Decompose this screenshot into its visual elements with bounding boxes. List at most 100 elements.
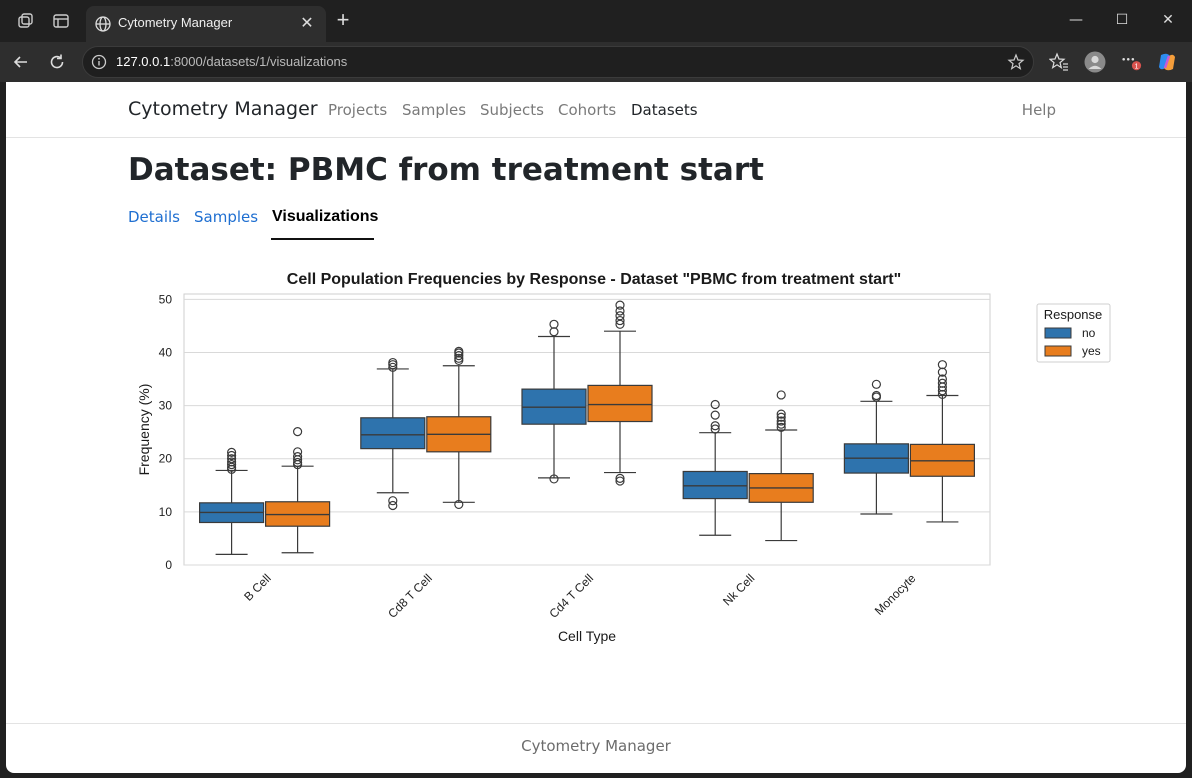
reload-icon[interactable]	[46, 51, 68, 73]
globe-icon	[95, 16, 111, 32]
x-tick-label: B Cell	[241, 571, 274, 604]
outlier-point	[710, 424, 720, 434]
outlier-point	[388, 496, 398, 506]
outlier-point	[549, 319, 559, 329]
outlier-point	[226, 454, 237, 464]
tab-visualizations[interactable]: Visualizations	[272, 208, 379, 225]
tab-title: Cytometry Manager	[118, 15, 233, 30]
page-title: Dataset: PBMC from treatment start	[128, 152, 764, 188]
outlier-point	[776, 422, 786, 432]
outlier-point	[293, 452, 303, 462]
outlier-point	[937, 360, 948, 370]
outlier-point	[549, 474, 559, 484]
nav-link-help[interactable]: Help	[1021, 101, 1056, 119]
vertical-tabs-icon[interactable]	[50, 10, 72, 32]
legend-label-no: no	[1082, 326, 1096, 340]
outlier-point	[615, 473, 625, 483]
box-no	[682, 470, 748, 500]
favorite-star-icon[interactable]	[1007, 53, 1025, 71]
outlier-point	[226, 457, 237, 467]
outlier-point	[388, 357, 398, 368]
browser-tab[interactable]: Cytometry Manager ✕	[86, 6, 326, 42]
profile-avatar-icon[interactable]	[1084, 51, 1106, 73]
page-viewport: Cytometry Manager Projects Samples Subje…	[6, 82, 1186, 773]
close-window-icon[interactable]: ✕	[1162, 12, 1174, 28]
outlier-point	[710, 399, 720, 410]
legend-swatch-yes	[1044, 345, 1072, 357]
outlier-point	[776, 412, 786, 422]
chart-title: Cell Population Frequencies by Response …	[287, 271, 901, 288]
maximize-icon[interactable]: ☐	[1115, 12, 1129, 28]
outlier-point	[615, 476, 625, 486]
outlier-point	[293, 457, 303, 468]
outlier-point	[776, 409, 786, 419]
more-options-icon[interactable]: 1	[1120, 51, 1142, 73]
outlier-point	[454, 346, 464, 356]
x-axis-label: Cell Type	[558, 628, 616, 644]
outlier-point	[710, 410, 720, 420]
y-tick-label: 0	[165, 558, 172, 572]
tab-samples[interactable]: Samples	[194, 208, 259, 226]
outlier-point	[871, 390, 882, 401]
outlier-point	[615, 311, 625, 321]
outlier-point	[454, 353, 464, 363]
site-info-icon[interactable]	[91, 54, 107, 70]
back-icon[interactable]	[10, 51, 32, 73]
outlier-point	[615, 300, 625, 310]
outlier-point	[937, 378, 948, 388]
outlier-point	[776, 419, 786, 429]
legend-title: Response	[1044, 307, 1103, 322]
box-no	[360, 417, 426, 450]
notification-badge: 1	[1134, 61, 1138, 70]
legend-label-yes: yes	[1082, 344, 1101, 358]
copilot-icon[interactable]	[1156, 51, 1178, 73]
address-bar[interactable]: 127.0.0.1:8000/datasets/1/visualizations	[82, 46, 1034, 78]
y-tick-label: 30	[159, 399, 173, 413]
x-tick-label: Nk Cell	[720, 571, 757, 608]
x-tick-label: Cd8 T Cell	[385, 571, 435, 621]
outlier-point	[776, 390, 786, 400]
browser-toolbar: 127.0.0.1:8000/datasets/1/visualizations…	[0, 42, 1192, 82]
favorites-icon[interactable]	[1048, 51, 1070, 73]
footer-text: Cytometry Manager	[521, 737, 671, 755]
chart-svg: 0 10 20 30 40 50 Cell Population Frequencies b…	[136, 271, 1111, 644]
outlier-point	[710, 421, 720, 431]
brand-link[interactable]: Cytometry Manager	[128, 98, 318, 120]
legend-swatch-no	[1044, 327, 1072, 339]
outlier-point	[388, 362, 398, 372]
y-tick-label: 20	[159, 452, 173, 466]
workspaces-icon[interactable]	[14, 10, 36, 32]
y-tick-label: 50	[159, 292, 173, 306]
active-tab-underline	[271, 238, 374, 240]
outlier-point	[454, 499, 464, 510]
minimize-icon[interactable]: —	[1069, 12, 1083, 28]
outlier-point	[615, 315, 625, 326]
y-axis-label: Frequency (%)	[136, 384, 152, 476]
x-tick-label: Cd4 T Cell	[546, 571, 596, 621]
outlier-point	[615, 306, 625, 316]
x-tick-label: Monocyte	[872, 571, 919, 618]
y-tick-label: 40	[159, 345, 173, 359]
outlier-point	[293, 427, 303, 437]
new-tab-button[interactable]: +	[336, 7, 350, 32]
nav-link-datasets[interactable]: Datasets	[631, 101, 698, 119]
tab-details[interactable]: Details	[128, 208, 181, 226]
outlier-point	[454, 351, 464, 361]
outlier-point	[937, 374, 948, 384]
outlier-point	[226, 459, 237, 470]
y-tick-label: 10	[159, 505, 173, 519]
page-footer: Cytometry Manager	[6, 723, 1186, 773]
outlier-point	[293, 447, 303, 457]
outlier-point	[871, 379, 882, 389]
boxplot-chart: 0 10 20 30 40 50 Cell Population Frequencies b…	[128, 262, 1128, 652]
nav-link-projects[interactable]: Projects	[328, 101, 388, 119]
nav-link-cohorts[interactable]: Cohorts	[558, 101, 617, 119]
nav-link-subjects[interactable]: Subjects	[480, 101, 544, 119]
site-navbar: Cytometry Manager Projects Samples Subje…	[6, 82, 1186, 138]
nav-link-samples[interactable]: Samples	[402, 101, 467, 119]
outlier-point	[388, 500, 398, 511]
outlier-point	[776, 416, 786, 426]
outlier-point	[226, 450, 237, 461]
box-yes	[587, 384, 653, 423]
close-tab-icon[interactable]: ✕	[300, 13, 314, 32]
